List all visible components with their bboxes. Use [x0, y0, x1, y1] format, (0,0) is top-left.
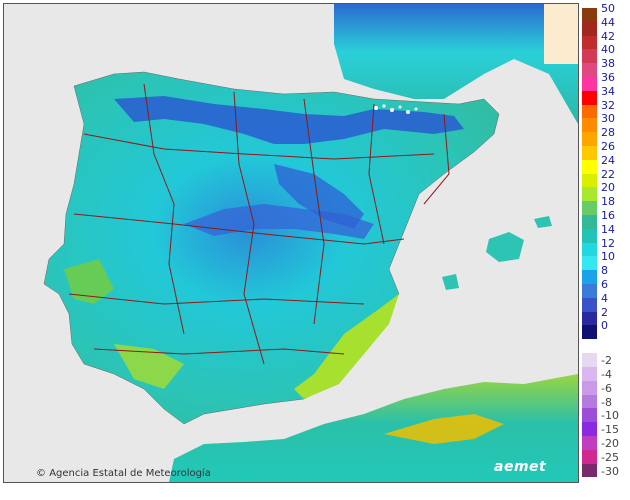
legend-label: 34 [601, 84, 615, 98]
legend-swatch [582, 449, 597, 464]
legend-label: 36 [601, 71, 615, 84]
france-pale-strip [544, 4, 578, 64]
legend-swatch [582, 256, 597, 271]
legend-label: -25 [601, 450, 619, 464]
credit-text: Agencia Estatal de Meteorología [49, 468, 211, 479]
legend-swatch [582, 118, 597, 133]
legend-swatch [582, 422, 597, 436]
legend-swatch [582, 8, 597, 22]
legend-label: 32 [601, 98, 615, 112]
legend-label: -4 [601, 368, 612, 381]
pyrenees-peaks [374, 104, 418, 114]
legend-swatch [582, 49, 597, 64]
legend-swatch [582, 311, 597, 326]
legend-swatch [582, 463, 597, 478]
guadalquivir-warm-area [114, 344, 184, 389]
legend-label: 50 [601, 2, 615, 15]
legend-swatch [582, 35, 597, 50]
temperature-legend: 50 44 42 40 38 36 34 32 30 28 26 24 22 20 18 16 14 12 10 8 6… [582, 2, 630, 500]
legend-swatch [582, 367, 597, 381]
legend-label: 16 [601, 209, 615, 222]
legend-label: 20 [601, 181, 615, 195]
legend-swatch [582, 77, 597, 91]
legend-swatch [582, 201, 597, 215]
legend-swatch [582, 297, 597, 312]
legend-label: -20 [601, 437, 619, 450]
legend-swatch [582, 270, 597, 284]
legend-label: 38 [601, 57, 615, 71]
copyright-icon: © [36, 468, 46, 479]
legend-label: 44 [601, 15, 615, 29]
legend-label: 18 [601, 195, 615, 209]
legend-swatch [582, 394, 597, 409]
legend-swatch [582, 353, 597, 367]
legend-label: 14 [601, 222, 615, 236]
legend-label: 40 [601, 43, 615, 57]
aemet-logo: aemet [494, 459, 547, 475]
legend-label: -30 [601, 464, 619, 478]
legend-label: -8 [601, 395, 612, 409]
legend-label: 4 [601, 291, 608, 305]
legend-label: -10 [601, 409, 619, 423]
legend-label: 26 [601, 140, 615, 153]
legend-label: 30 [601, 112, 615, 126]
legend-swatch [582, 436, 597, 450]
legend-label: -6 [601, 381, 612, 395]
province-borders [68, 83, 450, 365]
southwest-warm-area [64, 259, 114, 304]
ibiza [442, 274, 459, 290]
legend-swatch [582, 408, 597, 423]
legend-swatch [582, 21, 597, 36]
mallorca [486, 232, 524, 262]
legend-label: 8 [601, 264, 608, 278]
cantabrian-mountains [114, 96, 464, 144]
legend-label: 12 [601, 236, 615, 250]
legend-label: 22 [601, 167, 615, 181]
legend-label: 0 [601, 319, 608, 333]
legend-label: 10 [601, 250, 615, 264]
legend-label: 28 [601, 126, 615, 140]
map-canvas [43, 4, 578, 482]
legend-swatch [582, 63, 597, 77]
legend-label: 2 [601, 305, 608, 319]
legend-label: 42 [601, 29, 615, 43]
legend-swatch [582, 228, 597, 243]
legend-swatch [582, 325, 597, 340]
north-africa [169, 374, 578, 482]
legend-swatch [582, 132, 597, 146]
credit-footer: © Agencia Estatal de Meteorología [36, 468, 211, 479]
legend-swatch [582, 215, 597, 229]
legend-swatch [582, 242, 597, 257]
legend-swatch [582, 104, 597, 119]
legend-label: -15 [601, 423, 619, 437]
legend-swatch [582, 90, 597, 105]
levante-coast-warm [294, 294, 399, 399]
iberian-system [274, 164, 364, 229]
legend-swatch [582, 146, 597, 160]
legend-label: 24 [601, 153, 615, 167]
legend-swatch [582, 187, 597, 202]
legend-label: 6 [601, 278, 608, 291]
legend-label: -2 [601, 354, 612, 368]
legend-swatch [582, 380, 597, 395]
temperature-map: © Agencia Estatal de Meteorología aemet [3, 3, 579, 483]
legend-swatch [582, 284, 597, 298]
france-landmass [334, 4, 578, 124]
legend-swatch [582, 159, 597, 174]
legend-swatch [582, 173, 597, 188]
menorca [534, 216, 552, 228]
atlas-mountains [384, 414, 504, 444]
